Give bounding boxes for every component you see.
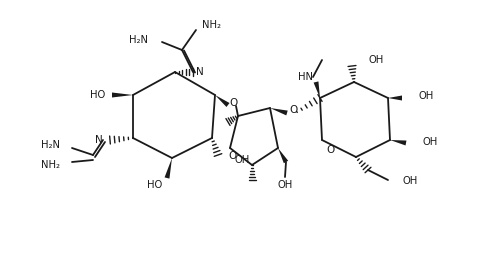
- Text: OH: OH: [418, 91, 433, 101]
- Text: N: N: [196, 67, 204, 77]
- Text: H₂N: H₂N: [129, 35, 148, 45]
- Polygon shape: [388, 96, 402, 101]
- Polygon shape: [112, 92, 133, 97]
- Text: NH₂: NH₂: [41, 160, 60, 170]
- Text: HN: HN: [298, 72, 313, 82]
- Text: HO: HO: [90, 90, 105, 100]
- Text: O: O: [229, 98, 237, 108]
- Text: O: O: [326, 145, 334, 155]
- Text: OH: OH: [402, 176, 417, 186]
- Text: H₂N: H₂N: [41, 140, 60, 150]
- Polygon shape: [165, 158, 172, 179]
- Polygon shape: [278, 148, 288, 163]
- Text: NH₂: NH₂: [202, 20, 221, 30]
- Text: OH: OH: [234, 155, 249, 165]
- Polygon shape: [215, 95, 229, 107]
- Polygon shape: [390, 140, 407, 145]
- Text: HO: HO: [147, 180, 162, 190]
- Text: OH: OH: [368, 55, 383, 65]
- Polygon shape: [270, 108, 288, 115]
- Polygon shape: [314, 81, 320, 98]
- Text: N: N: [95, 135, 103, 145]
- Text: O: O: [289, 105, 297, 115]
- Text: OH: OH: [277, 180, 293, 190]
- Text: O: O: [228, 151, 236, 161]
- Text: OH: OH: [422, 137, 437, 147]
